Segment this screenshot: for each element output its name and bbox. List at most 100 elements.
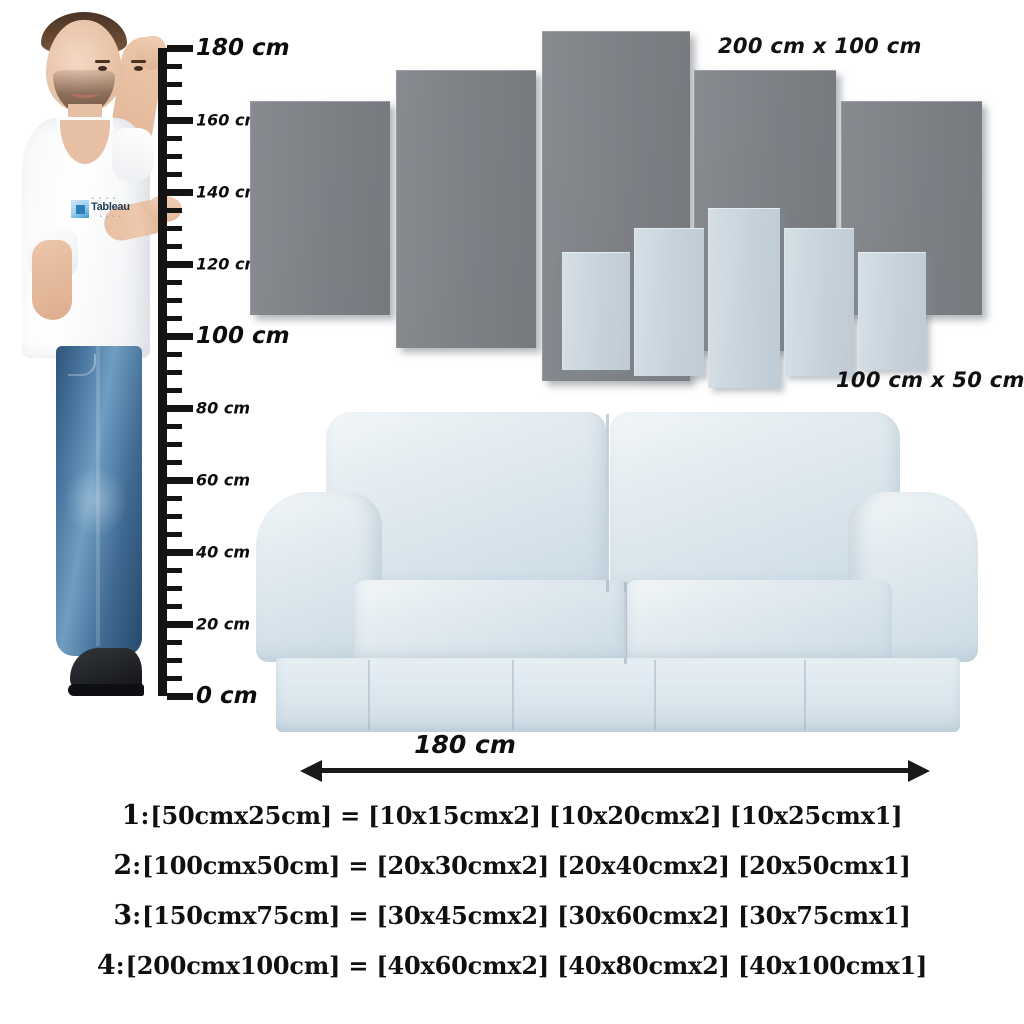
ruler-tick-minor xyxy=(167,603,182,609)
ruler-label-120: 120 cm xyxy=(196,254,262,274)
sofa-illustration xyxy=(248,396,984,736)
legend-row-colon: : xyxy=(132,851,142,880)
ruler-label-60: 60 cm xyxy=(196,470,250,490)
ruler-tick-minor xyxy=(167,351,182,357)
legend-row-text: [50cmx25cm] = [10x15cmx2] [10x20cmx2] [1… xyxy=(150,801,903,830)
ruler-tick-minor xyxy=(167,243,182,249)
person-jeans xyxy=(56,346,142,656)
ruler-tick-minor xyxy=(167,459,182,465)
legend-row: 1: [50cmx25cm] = [10x15cmx2] [10x20cmx2] … xyxy=(0,800,1024,850)
ruler-tick-minor xyxy=(167,99,182,105)
ruler-label-40: 40 cm xyxy=(196,542,250,562)
sofa-center-seam xyxy=(606,414,609,592)
person-eyebrow-left xyxy=(95,60,110,63)
height-ruler: 180 cm 160 cm 140 cm 120 cm 100 cm 80 cm 60 cm… xyxy=(158,35,290,709)
tableau-logo-subtext: • • • • xyxy=(100,214,123,220)
small-panel-5 xyxy=(858,252,926,370)
person-arm-left xyxy=(32,240,72,320)
ruler-tick-minor xyxy=(167,207,182,213)
person-shoe-sole xyxy=(68,684,144,696)
ruler-tick-minor xyxy=(167,531,182,537)
person-eyebrow-right xyxy=(131,60,146,63)
legend-row-number: 4 xyxy=(96,950,116,981)
sofa-seat-cushion-left xyxy=(354,580,624,664)
ruler-tick-minor xyxy=(167,135,182,141)
tableau-logo-dots: • • • • xyxy=(92,196,118,202)
ruler-tick-minor xyxy=(167,279,182,285)
legend-row-number: 3 xyxy=(113,900,133,931)
sofa-seat-seam xyxy=(624,582,627,664)
small-panel-2 xyxy=(634,228,704,376)
ruler-label-20: 20 cm xyxy=(196,614,250,634)
ruler-tick-minor xyxy=(167,81,182,87)
ruler-tick-minor xyxy=(167,639,182,645)
tableau-logo: • • • • Tableau • • • • xyxy=(70,196,130,222)
small-panel-3 xyxy=(708,208,780,388)
arrow-line xyxy=(318,768,912,773)
legend-row-number: 2 xyxy=(113,850,133,881)
legend-row: 2: [100cmx50cm] = [20x30cmx2] [20x40cmx2]… xyxy=(0,850,1024,900)
legend-row: 4: [200cmx100cm] = [40x60cmx2] [40x80cmx2… xyxy=(0,950,1024,1000)
legend-row-text: [150cmx75cm] = [30x45cmx2] [30x60cmx2] [… xyxy=(142,901,911,930)
ruler-tick-minor xyxy=(167,675,182,681)
legend-row: 3: [150cmx75cm] = [30x45cmx2] [30x60cmx2]… xyxy=(0,900,1024,950)
ruler-tick-minor xyxy=(167,441,182,447)
small-size-label: 100 cm x 50 cm xyxy=(836,368,1024,392)
large-size-label: 200 cm x 100 cm xyxy=(718,34,922,58)
legend-row-text: [200cmx100cm] = [40x60cmx2] [40x80cmx2] … xyxy=(125,951,928,980)
ruler-tick-major xyxy=(167,620,193,628)
ruler-tick-major xyxy=(167,404,193,412)
ruler-tick-major xyxy=(167,188,193,196)
ruler-tick-minor xyxy=(167,153,182,159)
ruler-tick-minor xyxy=(167,225,182,231)
ruler-tick-minor xyxy=(167,63,182,69)
person-eye-left xyxy=(98,66,107,71)
sofa-seat-cushion-right xyxy=(626,580,892,664)
ruler-label-80: 80 cm xyxy=(196,398,250,418)
legend-row-number: 1 xyxy=(121,800,141,831)
legend-row-text: [100cmx50cm] = [20x30cmx2] [20x40cmx2] [… xyxy=(142,851,911,880)
ruler-tick-minor xyxy=(167,369,182,375)
ruler-label-100: 100 cm xyxy=(196,323,290,349)
size-legend-table: 1: [50cmx25cm] = [10x15cmx2] [10x20cmx2] … xyxy=(0,800,1024,1000)
small-panel-1 xyxy=(562,252,630,370)
ruler-spine xyxy=(158,48,167,696)
legend-row-colon: : xyxy=(140,801,150,830)
ruler-tick-major xyxy=(167,692,193,700)
ruler-tick-minor xyxy=(167,423,182,429)
canvas-panel-group xyxy=(0,0,1024,420)
ruler-label-160: 160 cm xyxy=(196,110,262,130)
person-sleeve-right xyxy=(112,128,154,182)
sofa-width-arrow xyxy=(300,760,930,782)
person-eye-right xyxy=(134,66,143,71)
arrow-left-icon xyxy=(300,760,322,782)
sofa-skirt xyxy=(276,658,960,732)
ruler-tick-minor xyxy=(167,297,182,303)
tableau-logo-icon xyxy=(70,199,90,219)
sofa-skirt-fold xyxy=(654,660,656,730)
ruler-tick-minor xyxy=(167,315,182,321)
legend-row-colon: : xyxy=(132,901,142,930)
ruler-tick-minor xyxy=(167,585,182,591)
arrow-right-icon xyxy=(908,760,930,782)
person-jeans-pocket xyxy=(68,354,96,376)
ruler-tick-major xyxy=(167,476,193,484)
ruler-label-0: 0 cm xyxy=(196,683,258,709)
panel-2 xyxy=(396,70,536,348)
ruler-tick-minor xyxy=(167,657,182,663)
ruler-tick-minor xyxy=(167,495,182,501)
panel-1 xyxy=(250,101,390,315)
small-panel-4 xyxy=(784,228,854,376)
person-figure: • • • • Tableau • • • • xyxy=(8,8,182,708)
ruler-tick-major xyxy=(167,548,193,556)
sofa-skirt-fold xyxy=(804,660,806,730)
ruler-tick-minor xyxy=(167,387,182,393)
ruler-tick-major xyxy=(167,44,193,52)
sofa-skirt-fold xyxy=(512,660,514,730)
tableau-logo-text: Tableau xyxy=(91,201,130,213)
ruler-label-140: 140 cm xyxy=(196,182,262,202)
ruler-tick-major xyxy=(167,332,193,340)
ruler-tick-minor xyxy=(167,567,182,573)
ruler-tick-minor xyxy=(167,513,182,519)
